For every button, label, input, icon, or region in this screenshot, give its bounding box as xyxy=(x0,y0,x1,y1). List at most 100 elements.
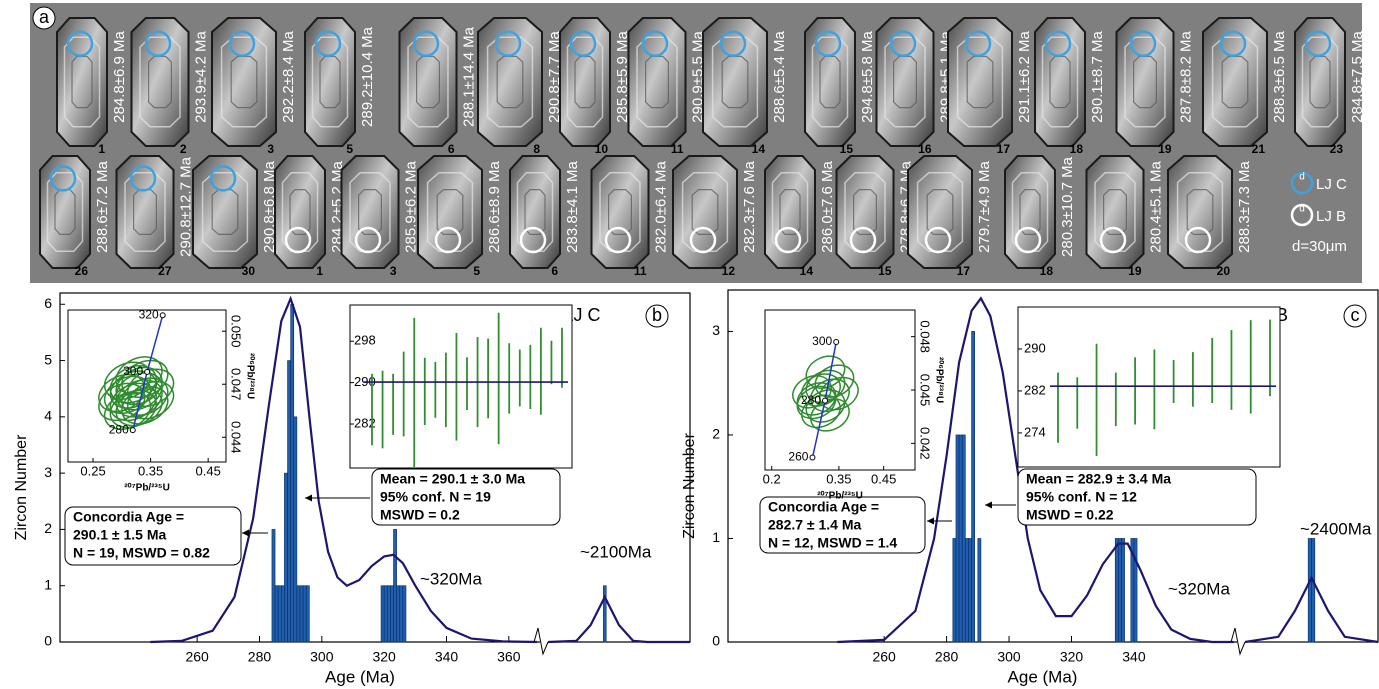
histogram-bar xyxy=(394,529,397,642)
result-line: Mean = 290.1 ± 3.0 Ma xyxy=(380,471,525,487)
grain-age: 291.1±6.2 Ma xyxy=(1016,31,1033,123)
histogram-bar xyxy=(275,586,278,642)
grain-number: 18 xyxy=(1070,142,1084,156)
grain-age: 286.6±8.9 Ma xyxy=(486,161,503,253)
grain-number: 19 xyxy=(1128,264,1142,278)
pointer-head xyxy=(985,502,992,509)
panel-label: c xyxy=(1351,305,1360,325)
histogram-bar xyxy=(400,586,403,642)
histogram-bar xyxy=(603,586,606,642)
histogram-bar xyxy=(303,586,306,642)
y-tick-label: 274 xyxy=(1024,424,1046,439)
y-tick-label: 0 xyxy=(44,633,52,649)
concordia-age: 280 xyxy=(109,422,129,436)
y-tick-label: 1 xyxy=(712,529,720,545)
histogram-bar xyxy=(297,586,300,642)
grain-number: 3 xyxy=(390,264,397,278)
histogram-bar xyxy=(1115,538,1118,642)
x-tick-label: 260 xyxy=(872,649,896,665)
grain-number: 1 xyxy=(316,264,323,278)
y-tick-label: 1 xyxy=(44,576,52,592)
grain-age: 288.6±7.2 Ma xyxy=(94,161,111,253)
grain-age: 290.8±12.7 Ma xyxy=(177,156,194,257)
histogram-bar xyxy=(390,586,393,642)
histogram-bar xyxy=(300,586,303,642)
histogram-bar xyxy=(294,417,297,642)
grain-age: 284.8±6.9 Ma xyxy=(111,31,128,123)
y-tick-label: 6 xyxy=(44,295,52,311)
x-tick-label: 260 xyxy=(185,649,209,665)
y-axis-title: ²⁰⁶Pb/²³⁸U xyxy=(933,357,944,403)
histogram-bar xyxy=(397,586,400,642)
grain-number: 2 xyxy=(180,142,187,156)
concordia-age: 280 xyxy=(801,393,821,407)
concordia-age: 300 xyxy=(123,364,143,378)
concordia-point xyxy=(810,455,815,460)
grain-number: 27 xyxy=(158,264,172,278)
grain-number: 30 xyxy=(242,264,256,278)
figure: a1284.8±6.9 Ma2293.9±4.2 Ma3292.2±8.4 Ma… xyxy=(0,0,1379,689)
grain-age: 280.4±5.1 Ma xyxy=(1147,161,1164,253)
x-tick-label: 280 xyxy=(248,649,272,665)
concordia-age: 320 xyxy=(139,307,159,321)
histogram-bar xyxy=(962,435,965,642)
legend-spot-mark: d xyxy=(1299,172,1305,183)
grain-number: 6 xyxy=(448,142,455,156)
grain-number: 18 xyxy=(1040,264,1054,278)
panel-label: b xyxy=(652,305,662,325)
concordia-point xyxy=(823,398,828,403)
grain-number: 11 xyxy=(671,142,684,156)
result-line: 290.1 ± 1.5 Ma xyxy=(73,527,167,543)
concordia-point xyxy=(160,313,165,318)
scale-note: d=30μm xyxy=(1292,238,1347,255)
y-tick-label: 0.045 xyxy=(918,374,933,407)
legend-label: LJ C xyxy=(1316,176,1347,193)
grain-number: 8 xyxy=(533,142,540,156)
y-axis-title: Zircon Number xyxy=(681,432,698,538)
result-line: 95% conf. N = 12 xyxy=(1026,489,1137,505)
histogram-bar xyxy=(387,586,390,642)
grain-age: 292.2±8.4 Ma xyxy=(280,31,297,123)
grain-number: 15 xyxy=(840,142,854,156)
grain-number: 15 xyxy=(878,264,892,278)
x-axis-title: Age (Ma) xyxy=(1008,667,1078,686)
concordia-point xyxy=(834,340,839,345)
histogram-bar xyxy=(291,304,294,642)
pointer-head xyxy=(927,518,934,525)
x-axis-title: ²⁰⁷Pb/²³⁵U xyxy=(817,491,863,502)
pointer-head xyxy=(305,495,312,502)
grain-age: 289.2±10.4 Ma xyxy=(359,26,376,127)
grain-age: 288.1±14.4 Ma xyxy=(460,26,477,127)
histogram-bar xyxy=(384,586,387,642)
y-axis-title: Zircon Number xyxy=(13,434,30,540)
grain-number: 21 xyxy=(1252,142,1266,156)
grain-number: 23 xyxy=(1330,142,1344,156)
histogram-bar xyxy=(968,538,971,642)
density-curve xyxy=(548,597,690,642)
histogram-bar xyxy=(281,586,284,642)
pointer-head xyxy=(242,530,249,537)
histogram-bar xyxy=(306,586,309,642)
histogram-bar xyxy=(965,538,968,642)
grain-number: 10 xyxy=(595,142,609,156)
concordia-point xyxy=(130,428,135,433)
x-tick-label: 0.35 xyxy=(138,463,163,478)
y-axis-title: ²⁰⁶Pb/²³⁸U xyxy=(244,353,255,399)
grain-age: 282.0±6.4 Ma xyxy=(652,161,669,253)
y-tick-label: 4 xyxy=(44,408,52,424)
histogram-bar xyxy=(284,473,287,642)
grain-number: 26 xyxy=(75,264,89,278)
histogram-bar xyxy=(959,435,962,642)
histogram-bar xyxy=(272,529,275,642)
x-tick-label: 340 xyxy=(435,649,459,665)
result-line: Mean = 282.9 ± 3.4 Ma xyxy=(1026,471,1171,487)
histogram-bar xyxy=(1308,538,1311,642)
peak-annotation: ~320Ma xyxy=(420,569,482,588)
y-tick-label: 3 xyxy=(44,464,52,480)
histogram-bar xyxy=(288,361,291,642)
histogram-bar xyxy=(381,586,384,642)
grain-age: 279.7±4.9 Ma xyxy=(976,161,993,253)
y-tick-label: 2 xyxy=(712,426,720,442)
grain-number: 20 xyxy=(1217,264,1231,278)
y-tick-label: 0.042 xyxy=(918,427,933,460)
